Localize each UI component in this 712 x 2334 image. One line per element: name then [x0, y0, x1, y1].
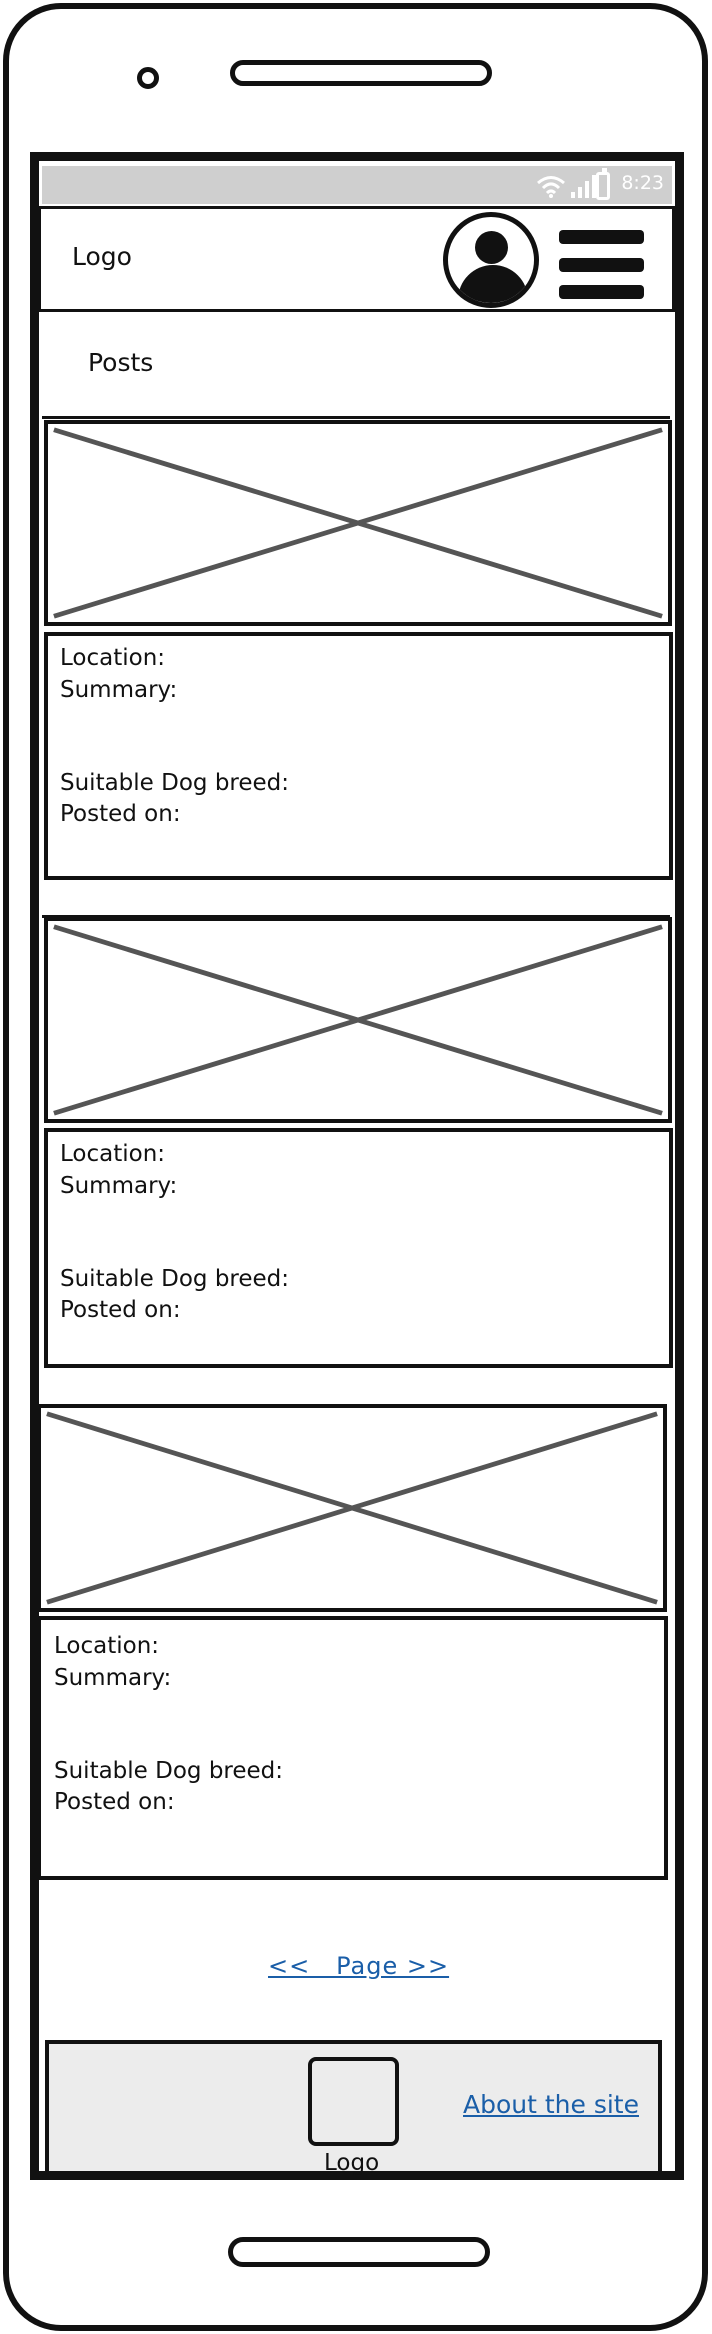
- post-image[interactable]: [37, 1404, 667, 1612]
- earpiece-slot: [230, 60, 492, 86]
- breed-label: Suitable Dog breed:: [54, 1758, 284, 1784]
- signal-icon: [571, 175, 596, 198]
- posted-label: Posted on:: [60, 1297, 181, 1323]
- summary-label: Summary:: [60, 1173, 178, 1199]
- post-card[interactable]: Location: Summary: Suitable Dog breed: P…: [44, 1128, 673, 1368]
- about-site-link[interactable]: About the site: [463, 2090, 639, 2119]
- location-label: Location:: [60, 1141, 166, 1167]
- post-image[interactable]: [44, 917, 672, 1123]
- camera-dot: [137, 67, 159, 89]
- summary-label: Summary:: [54, 1665, 172, 1691]
- page-title: Posts: [88, 348, 154, 377]
- image-placeholder-icon: [53, 427, 663, 619]
- posted-label: Posted on:: [54, 1789, 175, 1815]
- footer-logo-image[interactable]: [308, 2057, 399, 2146]
- location-label: Location:: [60, 645, 166, 671]
- posted-label: Posted on:: [60, 801, 181, 827]
- title-divider: [42, 416, 670, 419]
- header-logo[interactable]: Logo: [72, 242, 132, 271]
- menu-bar-top: [559, 230, 644, 244]
- home-bar: [228, 2237, 490, 2267]
- post-card[interactable]: Location: Summary: Suitable Dog breed: P…: [44, 632, 673, 880]
- image-placeholder-icon: [53, 924, 663, 1116]
- post-divider: [42, 915, 670, 918]
- footer-logo: Logo: [324, 2150, 380, 2176]
- avatar-icon[interactable]: [443, 212, 539, 308]
- status-bar: 8:23: [42, 166, 672, 204]
- breed-label: Suitable Dog breed:: [60, 1266, 290, 1292]
- menu-bar-middle: [559, 258, 644, 272]
- menu-bar-bottom: [559, 285, 644, 299]
- battery-icon: [596, 168, 610, 200]
- post-image[interactable]: [44, 420, 672, 626]
- avatar-head: [475, 231, 508, 264]
- image-placeholder-icon: [46, 1411, 658, 1605]
- status-time: 8:23: [621, 172, 664, 194]
- post-card[interactable]: Location: Summary: Suitable Dog breed: P…: [37, 1616, 668, 1880]
- location-label: Location:: [54, 1633, 160, 1659]
- wifi-icon: [537, 176, 565, 198]
- avatar-body: [458, 265, 528, 303]
- hamburger-menu-icon[interactable]: [559, 230, 644, 302]
- summary-label: Summary:: [60, 677, 178, 703]
- pagination-link[interactable]: << Page >>: [268, 1952, 450, 1980]
- breed-label: Suitable Dog breed:: [60, 770, 290, 796]
